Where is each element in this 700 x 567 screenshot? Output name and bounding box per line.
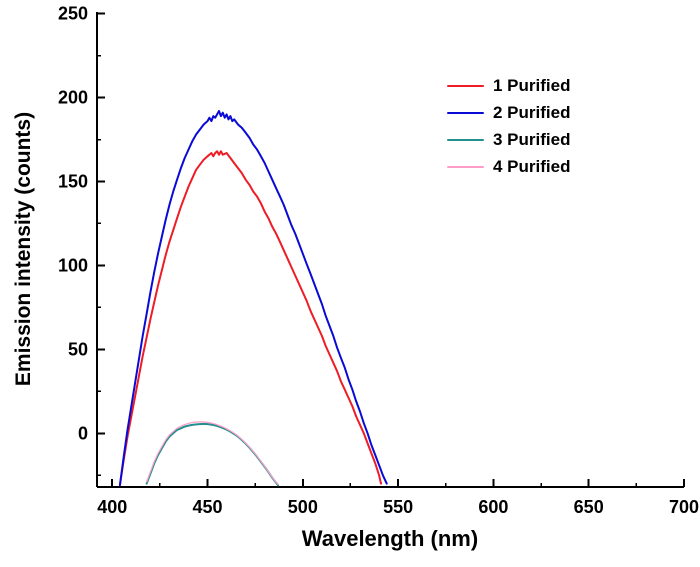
x-tick-label: 700 [669, 497, 699, 517]
y-tick-label: 50 [68, 339, 88, 359]
legend-item: 3 Purified [447, 128, 570, 151]
x-tick-label: 550 [383, 497, 413, 517]
series-line-4-purified [146, 421, 279, 486]
legend-label: 4 Purified [493, 156, 571, 176]
legend-line-sample [447, 165, 484, 168]
x-tick-label: 650 [574, 497, 604, 517]
y-tick-label: 200 [58, 88, 88, 108]
series-line-3-purified [145, 422, 280, 487]
x-tick-label: 450 [193, 497, 223, 517]
legend: 1 Purified 2 Purified 3 Purified 4 Purified [447, 74, 570, 178]
y-tick-label: 150 [58, 172, 88, 192]
series-line-1-purified [118, 150, 382, 487]
legend-label: 3 Purified [493, 129, 571, 149]
legend-line-sample [447, 84, 484, 87]
y-tick-label: 0 [78, 423, 88, 443]
legend-line-sample [447, 138, 484, 141]
y-tick-label: 250 [58, 4, 88, 24]
x-tick-label: 500 [288, 497, 318, 517]
legend-label: 1 Purified [493, 75, 571, 95]
legend-line-sample [447, 111, 484, 114]
y-tick-label: 100 [58, 255, 88, 275]
legend-label: 2 Purified [493, 102, 571, 122]
legend-item: 4 Purified [447, 155, 570, 178]
x-tick-label: 600 [478, 497, 508, 517]
x-axis-label: Wavelength (nm) [301, 526, 479, 551]
series-line-2-purified [118, 110, 388, 487]
x-tick-label: 400 [97, 497, 127, 517]
y-axis-label: Emission intensity (counts) [12, 111, 35, 387]
legend-item: 1 Purified [447, 74, 570, 97]
legend-item: 2 Purified [447, 101, 570, 124]
